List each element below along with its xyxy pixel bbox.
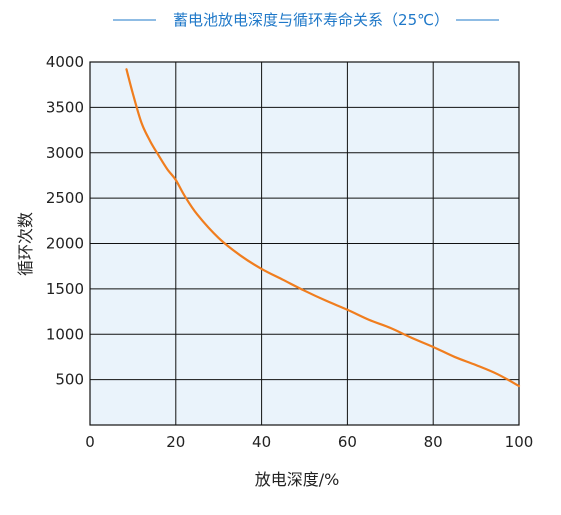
x-tick-label: 100 [505,433,534,451]
y-tick-label: 2500 [46,189,84,207]
x-tick-label: 0 [85,433,95,451]
x-tick-label: 20 [166,433,185,451]
grid [90,62,519,425]
y-tick-label: 2000 [46,235,84,253]
x-tick-label: 80 [424,433,443,451]
y-axis-label: 循环次数 [16,212,35,276]
y-tick-label: 3500 [46,98,84,116]
x-tick-label: 40 [252,433,271,451]
y-tick-label: 500 [55,371,84,389]
x-tick-labels: 0 20 40 60 80 100 [85,433,533,451]
y-tick-label: 3000 [46,144,84,162]
y-tick-label: 1500 [46,280,84,298]
x-tick-label: 60 [338,433,357,451]
chart-title: 蓄电池放电深度与循环寿命关系（25℃） [173,11,449,29]
plot-frame [89,61,520,426]
y-tick-labels: 500 1000 1500 2000 2500 3000 3500 4000 [46,53,84,389]
series-line [125,68,521,388]
y-tick-label: 1000 [46,325,84,343]
x-axis-label: 放电深度/% [255,470,340,489]
y-tick-label: 4000 [46,53,84,71]
